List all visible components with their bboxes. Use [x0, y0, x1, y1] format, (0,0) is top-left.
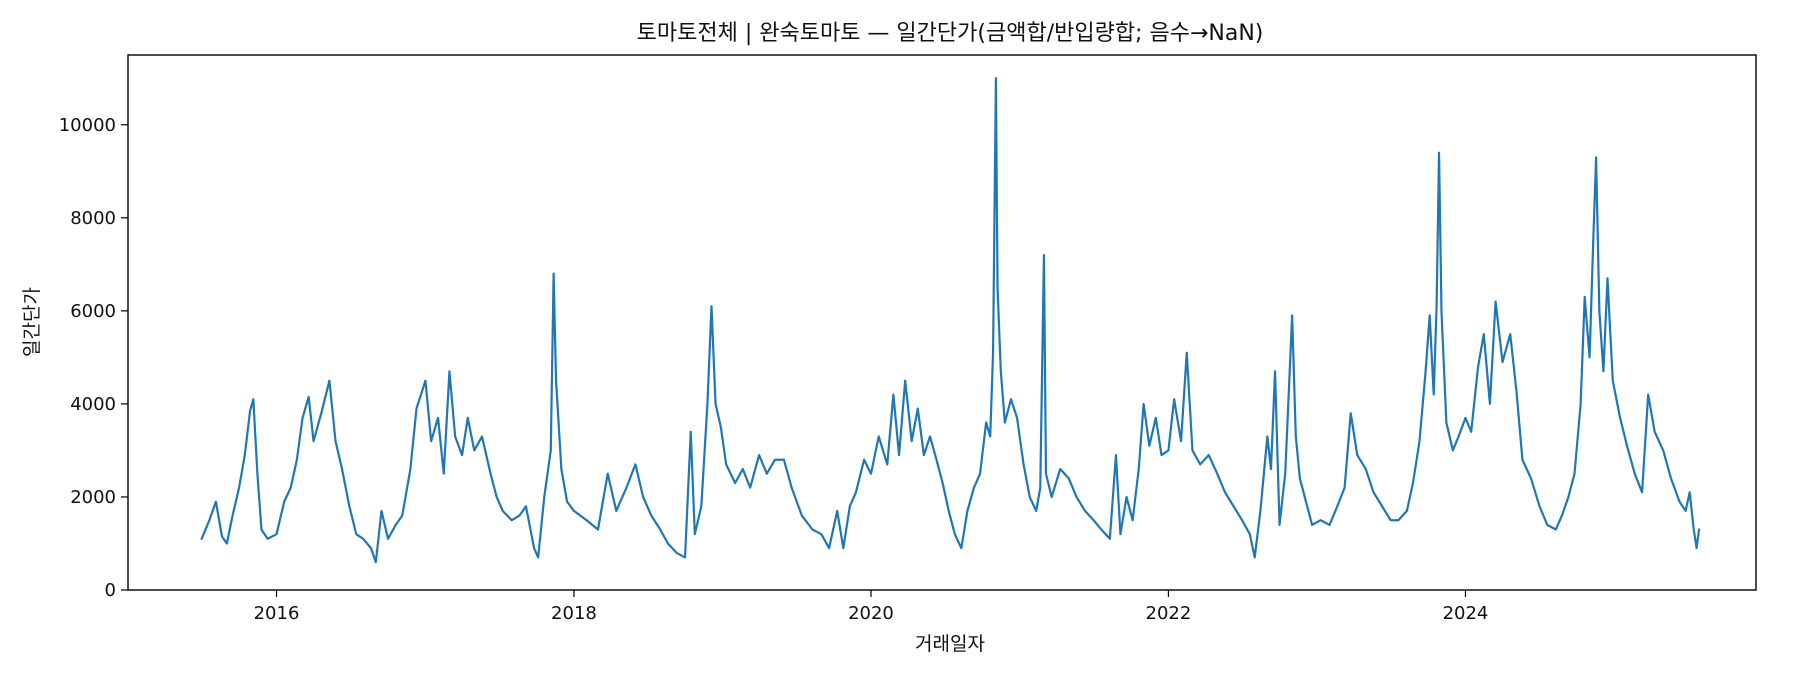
- y-tick-label: 0: [105, 580, 116, 601]
- y-tick-label: 4000: [70, 394, 116, 415]
- series-line-1: [200, 77, 1701, 564]
- x-tick-label: 2016: [254, 603, 300, 624]
- y-tick-label: 8000: [70, 208, 116, 229]
- x-tick-label: 2018: [551, 603, 597, 624]
- series-layer: [200, 77, 1701, 564]
- x-tick-label: 2020: [848, 603, 894, 624]
- x-tick-label: 2024: [1443, 603, 1489, 624]
- y-tick-label: 2000: [70, 487, 116, 508]
- y-axis-ticks: 0 2000 4000 6000 8000 10000: [59, 115, 128, 601]
- y-tick-label: 10000: [59, 115, 116, 136]
- plot-frame: [127, 54, 1757, 591]
- y-axis-label: 일간단가: [21, 287, 43, 357]
- x-axis-ticks: 2016 2018 2020 2022 2024: [254, 590, 1489, 624]
- x-axis-label: 거래일자: [915, 633, 985, 655]
- x-tick-label: 2022: [1146, 603, 1192, 624]
- chart-title: 토마토전체 | 완숙토마토 — 일간단가(금액합/반입량합; 음수→NaN): [637, 21, 1264, 46]
- y-tick-label: 6000: [70, 301, 116, 322]
